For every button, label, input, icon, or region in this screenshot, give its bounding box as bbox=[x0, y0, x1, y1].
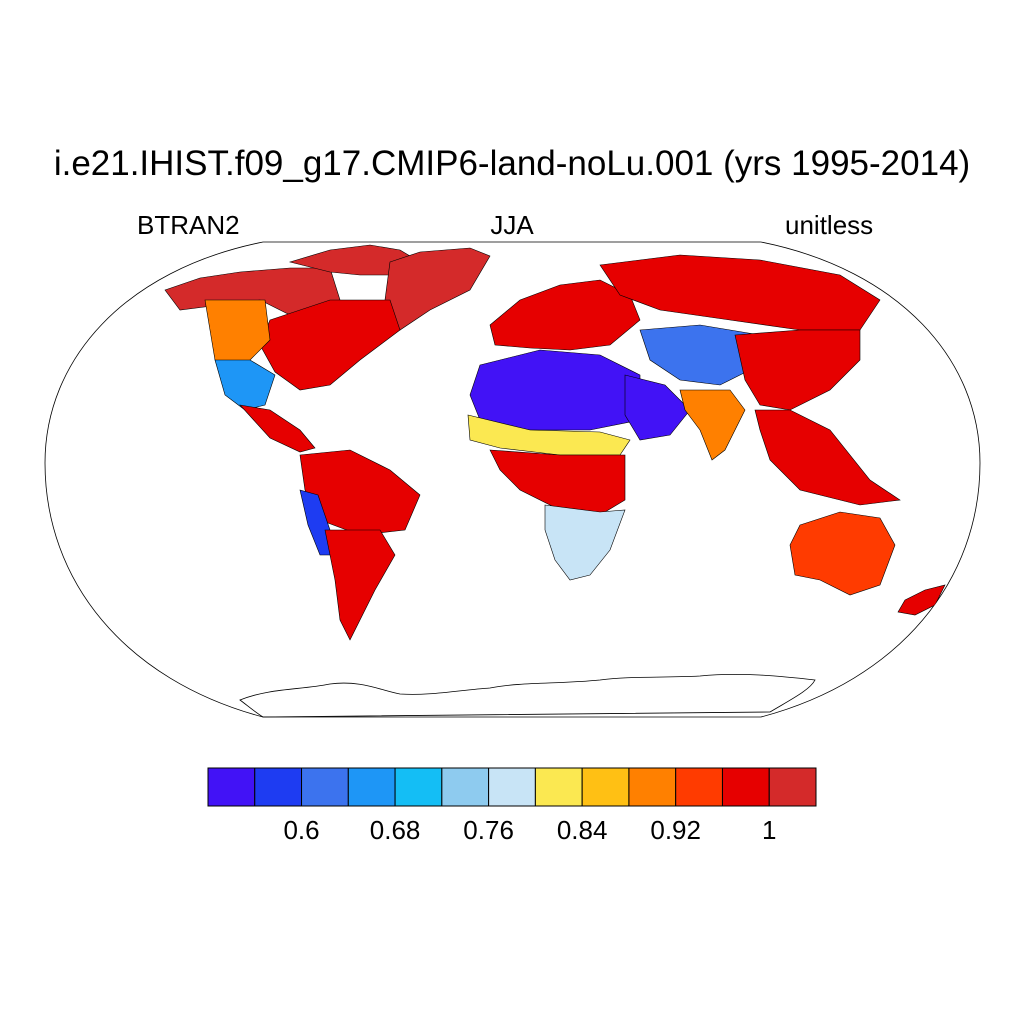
colorbar-tick-label: 0.6 bbox=[283, 815, 319, 845]
colorbar-swatch bbox=[581, 767, 630, 807]
colorbar-tick-label: 0.76 bbox=[463, 815, 514, 845]
colorbar-swatch bbox=[394, 767, 443, 807]
variable-label: BTRAN2 bbox=[137, 210, 240, 240]
region-southeast-asia bbox=[754, 409, 901, 506]
land-layer bbox=[164, 244, 946, 641]
units-label: unitless bbox=[785, 210, 874, 240]
colorbar-swatch bbox=[675, 767, 723, 807]
colorbar-swatch bbox=[301, 767, 349, 807]
region-southern-africa bbox=[544, 504, 626, 581]
colorbar-swatch bbox=[488, 767, 536, 807]
region-eastern-north-america bbox=[259, 299, 401, 391]
region-sahara bbox=[469, 349, 641, 431]
colorbar-swatch bbox=[628, 767, 677, 807]
region-southwest-us-mexico bbox=[214, 359, 276, 411]
colorbar-swatch bbox=[347, 767, 396, 807]
season-label: JJA bbox=[490, 210, 534, 240]
region-australia bbox=[789, 511, 896, 596]
colorbar-tick-label: 0.92 bbox=[650, 815, 701, 845]
colorbar-tick-label: 0.84 bbox=[557, 815, 608, 845]
colorbar-tick-label: 1 bbox=[762, 815, 776, 845]
colorbar-swatch bbox=[534, 767, 583, 807]
region-central-america bbox=[239, 404, 316, 453]
colorbar-swatch bbox=[254, 767, 303, 807]
region-southern-south-america bbox=[324, 529, 396, 641]
colorbar-swatch bbox=[441, 767, 490, 807]
antarctica-coastline bbox=[239, 673, 816, 718]
region-china-east-asia bbox=[734, 329, 861, 411]
map-title: i.e21.IHIST.f09_g17.CMIP6-land-noLu.001 … bbox=[53, 144, 971, 183]
region-central-asia bbox=[639, 324, 761, 386]
colorbar-swatch bbox=[768, 767, 817, 807]
colorbar-tick-label: 0.68 bbox=[370, 815, 421, 845]
colorbar-swatch bbox=[721, 767, 770, 807]
region-india bbox=[679, 389, 746, 461]
colorbar-swatch bbox=[207, 767, 256, 807]
region-arabian-peninsula bbox=[624, 374, 691, 441]
region-europe bbox=[489, 279, 641, 351]
